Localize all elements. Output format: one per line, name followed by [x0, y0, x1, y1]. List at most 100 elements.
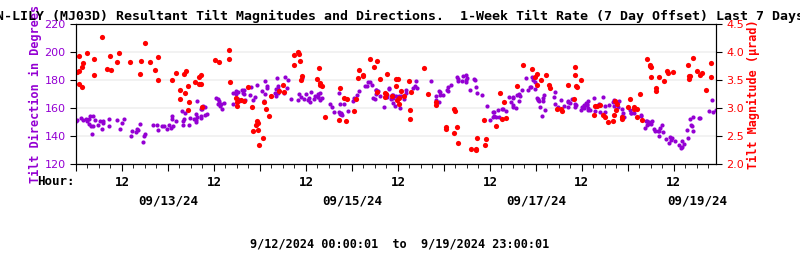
Point	[369, 88, 382, 92]
Point	[608, 112, 621, 116]
Point	[494, 91, 506, 95]
Point	[694, 73, 706, 77]
Point	[333, 118, 346, 122]
Point	[190, 118, 202, 122]
Point	[183, 116, 196, 120]
Point	[212, 102, 225, 106]
Point	[285, 97, 298, 101]
Point	[125, 134, 138, 138]
Point	[510, 92, 523, 97]
Point	[312, 95, 325, 100]
Point	[651, 129, 664, 133]
Point	[238, 92, 250, 97]
Point	[683, 73, 696, 78]
Point	[662, 71, 674, 76]
Point	[247, 129, 260, 133]
Point	[278, 91, 290, 95]
Point	[270, 87, 282, 91]
Point	[548, 95, 561, 99]
Point	[367, 95, 380, 100]
Point	[549, 102, 562, 106]
Point	[612, 105, 625, 109]
Point	[666, 136, 678, 140]
Point	[75, 86, 88, 90]
Point	[566, 97, 578, 101]
Point	[334, 112, 347, 116]
Point	[250, 83, 263, 87]
Point	[189, 80, 202, 84]
Point	[366, 83, 378, 87]
Point	[292, 98, 305, 102]
Point	[554, 108, 567, 112]
Point	[594, 103, 606, 108]
Point	[570, 85, 583, 89]
Point	[625, 111, 638, 115]
Point	[326, 104, 339, 109]
Point	[294, 95, 307, 99]
Point	[270, 76, 283, 80]
Point	[287, 63, 300, 68]
Point	[294, 59, 306, 63]
Point	[352, 76, 365, 80]
Point	[305, 90, 318, 94]
Point	[456, 74, 469, 78]
Point	[506, 95, 519, 100]
Point	[150, 123, 163, 127]
Point	[628, 105, 641, 109]
Point	[250, 119, 263, 123]
Point	[230, 96, 243, 100]
Point	[471, 91, 484, 95]
Point	[242, 86, 254, 90]
Point	[183, 123, 196, 127]
Point	[134, 122, 146, 126]
Point	[136, 140, 149, 144]
Point	[198, 105, 211, 109]
Point	[238, 99, 250, 103]
Point	[531, 98, 544, 102]
Point	[644, 122, 657, 126]
Point	[649, 129, 662, 133]
Point	[302, 98, 314, 102]
Point	[104, 54, 117, 58]
Point	[430, 100, 442, 104]
Point	[470, 147, 482, 152]
Point	[613, 99, 626, 103]
Point	[170, 119, 182, 123]
Point	[334, 111, 347, 115]
Point	[363, 80, 376, 84]
Point	[469, 78, 482, 82]
Point	[70, 119, 82, 123]
Point	[212, 97, 225, 101]
Point	[617, 111, 630, 115]
Point	[162, 123, 175, 127]
Point	[80, 51, 93, 55]
Point	[499, 109, 512, 113]
Point	[178, 117, 190, 121]
Point	[569, 102, 582, 106]
Point	[279, 75, 292, 79]
Point	[514, 94, 526, 98]
Point	[653, 75, 666, 79]
Point	[195, 107, 208, 111]
Point	[575, 108, 588, 112]
Point	[526, 67, 538, 71]
Point	[506, 103, 519, 107]
Point	[309, 94, 322, 98]
Point	[481, 104, 494, 108]
Point	[261, 86, 274, 90]
Point	[350, 97, 362, 101]
Point	[252, 127, 265, 132]
Point	[506, 94, 519, 99]
Point	[510, 84, 523, 89]
Point	[156, 124, 169, 128]
Point	[314, 98, 326, 102]
Point	[400, 88, 413, 92]
Point	[178, 91, 191, 95]
Point	[581, 102, 594, 106]
Point	[370, 88, 382, 92]
Point	[76, 65, 89, 69]
Point	[674, 146, 687, 150]
Point	[165, 78, 178, 82]
Point	[348, 96, 361, 100]
Point	[389, 103, 402, 108]
